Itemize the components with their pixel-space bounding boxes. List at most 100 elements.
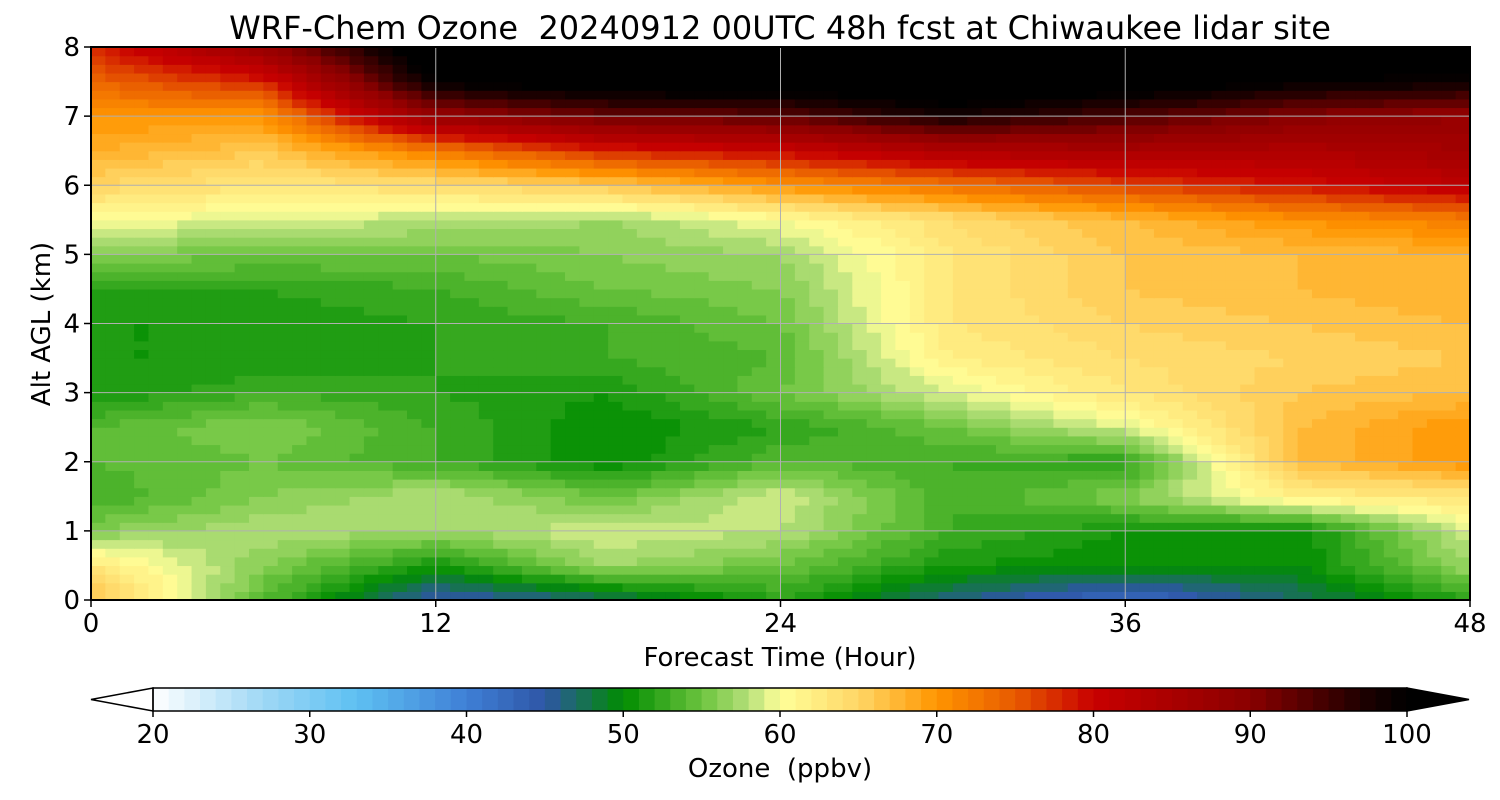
- heatmap-cell: [737, 530, 753, 541]
- heatmap-cell: [622, 556, 638, 567]
- heatmap-cell: [1010, 383, 1026, 394]
- heatmap-cell: [177, 591, 193, 600]
- heatmap-cell: [392, 245, 408, 255]
- heatmap-cell: [536, 237, 552, 247]
- heatmap-cell: [134, 349, 150, 359]
- heatmap-cell: [708, 444, 724, 454]
- heatmap-cell: [105, 219, 121, 230]
- heatmap-cell: [981, 409, 997, 420]
- heatmap-cell: [665, 176, 681, 186]
- heatmap-cell: [708, 150, 724, 160]
- heatmap-cell: [665, 323, 681, 333]
- heatmap-cell: [1211, 487, 1227, 497]
- heatmap-cell: [895, 185, 911, 195]
- heatmap-cell: [737, 271, 753, 281]
- heatmap-cell: [1268, 375, 1284, 385]
- heatmap-cell: [1211, 271, 1227, 281]
- heatmap-cell: [665, 513, 681, 523]
- heatmap-cell: [823, 539, 839, 549]
- heatmap-cell: [593, 237, 609, 247]
- heatmap-cell: [708, 332, 724, 342]
- heatmap-cell: [1067, 159, 1083, 169]
- heatmap-cell: [651, 392, 667, 402]
- heatmap-cell: [1283, 288, 1299, 299]
- heatmap-cell: [1010, 487, 1026, 497]
- heatmap-cell: [148, 237, 164, 247]
- heatmap-cell: [450, 409, 466, 420]
- heatmap-cell: [852, 461, 868, 471]
- heatmap-cell: [1268, 392, 1284, 402]
- heatmap-cell: [407, 288, 422, 299]
- heatmap-cell: [1053, 383, 1069, 394]
- heatmap-cell: [1024, 323, 1040, 333]
- heatmap-cell: [493, 254, 509, 264]
- heatmap-cell: [464, 254, 480, 264]
- heatmap-cell: [837, 591, 853, 600]
- heatmap-cell: [651, 556, 667, 567]
- heatmap-cell: [378, 237, 394, 247]
- heatmap-cell: [837, 392, 853, 402]
- heatmap-cell: [909, 401, 925, 411]
- heatmap-cell: [1268, 418, 1284, 428]
- heatmap-cell: [1441, 271, 1457, 281]
- heatmap-cell: [220, 366, 236, 376]
- heatmap-cell: [737, 409, 753, 420]
- heatmap-cell: [1383, 237, 1399, 247]
- heatmap-cell: [119, 219, 135, 230]
- heatmap-cell: [435, 263, 451, 273]
- heatmap-cell: [1283, 237, 1299, 247]
- heatmap-cell: [952, 409, 968, 420]
- heatmap-cell: [1197, 453, 1213, 463]
- heatmap-cell: [1369, 288, 1385, 299]
- heatmap-cell: [995, 418, 1011, 428]
- heatmap-cell: [1383, 323, 1399, 333]
- heatmap-cell: [1039, 211, 1055, 221]
- heatmap-cell: [593, 314, 609, 325]
- heatmap-cell: [1053, 556, 1069, 567]
- heatmap-cell: [1139, 358, 1155, 368]
- heatmap-cell: [162, 323, 178, 333]
- heatmap-cell: [780, 565, 796, 575]
- heatmap-cell: [967, 565, 983, 575]
- heatmap-cell: [1168, 453, 1184, 463]
- heatmap-cell: [565, 358, 580, 368]
- heatmap-cell: [249, 193, 264, 204]
- heatmap-cell: [249, 556, 264, 567]
- heatmap-cell: [651, 539, 667, 549]
- heatmap-cell: [220, 435, 236, 446]
- heatmap-cell: [335, 219, 351, 230]
- heatmap-cell: [694, 288, 710, 299]
- heatmap-cell: [766, 392, 782, 402]
- heatmap-cell: [105, 237, 121, 247]
- heatmap-cell: [1326, 237, 1342, 247]
- heatmap-cell: [191, 556, 207, 567]
- heatmap-cell: [1096, 479, 1112, 489]
- heatmap-cell: [766, 366, 782, 376]
- heatmap-cell: [292, 245, 308, 255]
- heatmap-cell: [593, 254, 609, 264]
- heatmap-cell: [1139, 314, 1155, 325]
- heatmap-cell: [1240, 358, 1256, 368]
- heatmap-cell: [320, 340, 336, 351]
- heatmap-cell: [1254, 159, 1270, 169]
- heatmap-cell: [1383, 409, 1399, 420]
- heatmap-cell: [1383, 427, 1399, 437]
- heatmap-cell: [292, 383, 308, 394]
- heatmap-cell: [306, 453, 322, 463]
- heatmap-cell: [651, 548, 667, 558]
- heatmap-cell: [1412, 565, 1428, 575]
- heatmap-cell: [335, 453, 351, 463]
- heatmap-cell: [837, 314, 853, 325]
- heatmap-cell: [665, 280, 681, 290]
- heatmap-cell: [320, 375, 336, 385]
- heatmap-cell: [708, 548, 724, 558]
- heatmap-cell: [837, 306, 853, 316]
- heatmap-cell: [91, 263, 106, 273]
- heatmap-cell: [363, 228, 379, 238]
- heatmap-cell: [91, 556, 106, 567]
- heatmap-cell: [1297, 280, 1313, 290]
- heatmap-cell: [1383, 366, 1399, 376]
- heatmap-cell: [1082, 167, 1098, 178]
- heatmap-cell: [1010, 167, 1026, 178]
- heatmap-cell: [105, 487, 121, 497]
